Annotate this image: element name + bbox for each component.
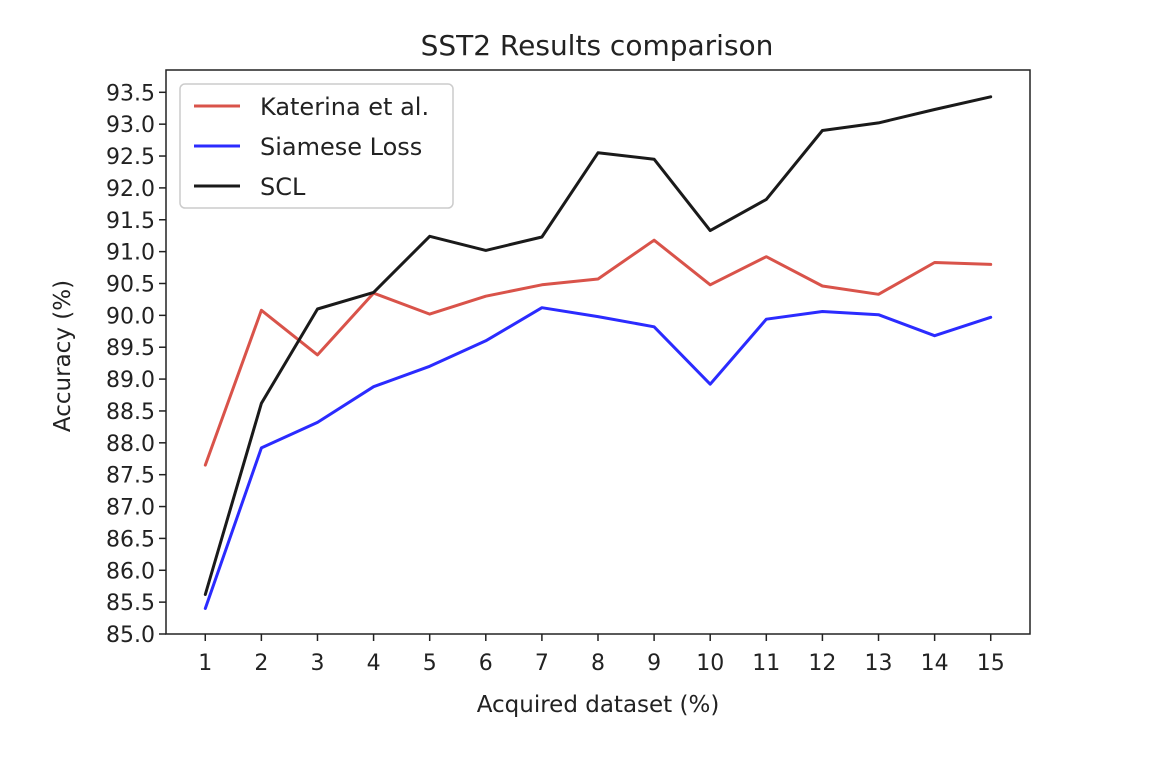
y-tick-label: 87.5 [106, 464, 155, 489]
x-tick-label: 3 [310, 651, 324, 676]
legend: Katerina et al. Siamese Loss SCL [179, 83, 454, 209]
y-tick-label: 92.5 [106, 145, 155, 170]
legend-label-2: Siamese Loss [260, 133, 422, 161]
series-line-1 [203, 238, 993, 467]
x-axis: 1 2 3 4 5 6 7 8 9 10 11 12 13 14 15 [198, 634, 1005, 676]
x-tick-label: 7 [535, 651, 549, 676]
chart-title: SST2 Results comparison [421, 29, 774, 62]
x-axis-label: Acquired dataset (%) [477, 692, 720, 718]
y-tick-label: 93.5 [106, 81, 155, 106]
x-tick-label: 15 [977, 651, 1005, 676]
legend-label-1: Katerina et al. [260, 93, 429, 121]
y-tick-label: 88.0 [106, 432, 155, 457]
y-tick-label: 89.0 [106, 368, 155, 393]
x-tick-label: 13 [865, 651, 893, 676]
x-tick-label: 4 [367, 651, 381, 676]
x-tick-label: 6 [479, 651, 493, 676]
y-tick-label: 93.0 [106, 113, 155, 138]
y-tick-label: 92.0 [106, 177, 155, 202]
series-line-2 [203, 306, 993, 610]
y-tick-label: 91.0 [106, 241, 155, 266]
x-tick-label: 5 [423, 651, 437, 676]
y-tick-label: 88.5 [106, 400, 155, 425]
y-tick-label: 85.0 [106, 623, 155, 648]
y-tick-label: 86.5 [106, 527, 155, 552]
x-tick-label: 2 [254, 651, 268, 676]
y-tick-label: 91.5 [106, 209, 155, 234]
y-tick-label: 90.5 [106, 272, 155, 297]
y-axis-label: Accuracy (%) [50, 280, 76, 432]
x-tick-label: 14 [921, 651, 949, 676]
y-tick-label: 87.0 [106, 496, 155, 521]
x-tick-label: 12 [808, 651, 836, 676]
x-tick-label: 10 [696, 651, 724, 676]
x-tick-label: 8 [591, 651, 605, 676]
y-tick-label: 86.0 [106, 559, 155, 584]
y-tick-label: 90.0 [106, 304, 155, 329]
legend-box [179, 83, 454, 209]
y-tick-label: 89.5 [106, 336, 155, 361]
x-tick-label: 9 [647, 651, 661, 676]
legend-label-3: SCL [260, 173, 306, 201]
x-tick-label: 1 [198, 651, 212, 676]
series-lines [203, 95, 993, 610]
y-axis: 85.0 85.5 86.0 86.5 87.0 87.5 88.0 88.5 89.0 89.5… [106, 81, 166, 648]
x-tick-label: 11 [752, 651, 780, 676]
y-tick-label: 85.5 [106, 591, 155, 616]
series-line-3 [203, 95, 993, 596]
